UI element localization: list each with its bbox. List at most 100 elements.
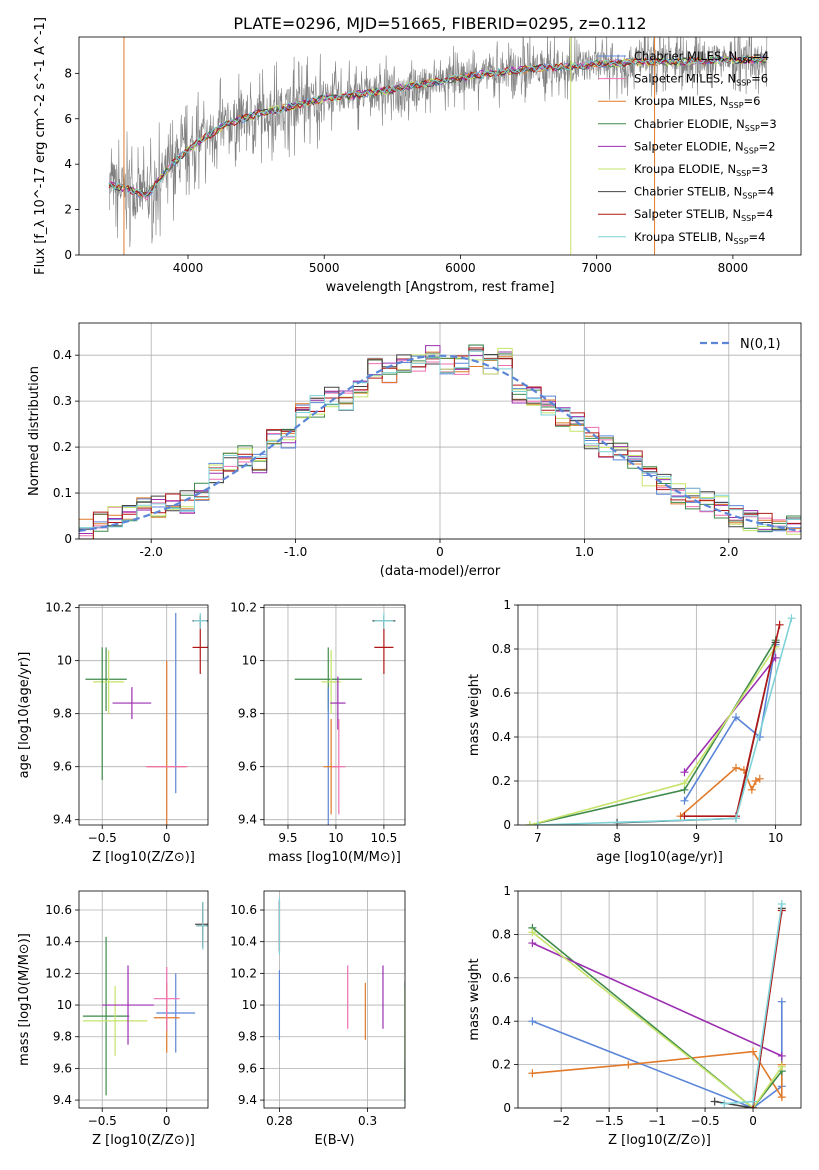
mass-vs-z-panel [75, 890, 209, 1112]
massweight-vs-z-plot-area [528, 900, 786, 1108]
y-tick-label: 0.2 [492, 774, 511, 788]
massweight-line [531, 927, 783, 1108]
massweight-marker [777, 1062, 786, 1071]
massweight-marker [787, 614, 796, 623]
y-tick-label: 9.4 [53, 813, 72, 827]
legend-subscript: SSP [745, 124, 760, 133]
age-vs-z-frame [78, 604, 209, 826]
normal-curve [79, 354, 801, 532]
age-vs-mass-frame [263, 604, 406, 826]
massweight-line [752, 910, 783, 1108]
y-tick-label: 10.2 [230, 966, 257, 980]
x-tick-label: 0.28 [266, 1114, 293, 1128]
y-tick-label: 0.2 [53, 440, 72, 454]
x-tick-label: −0.5 [690, 1114, 719, 1128]
y-tick-label: 4 [64, 157, 72, 171]
massweight-vs-z-frame [517, 890, 802, 1109]
massweight-marker [525, 821, 534, 825]
y-tick-label: 1 [503, 884, 511, 898]
x-tick-label: −0.5 [88, 1114, 117, 1128]
x-tick-label: 5000 [309, 261, 340, 275]
massweight-marker [731, 713, 740, 722]
mass-vs-ebv-plot-area [278, 897, 405, 1102]
legend-count: =6 [751, 72, 768, 86]
y-tick-label: 6 [64, 112, 72, 126]
age-vs-z-panel [75, 604, 209, 829]
x-tick-label: 10 [768, 831, 783, 845]
legend-count: =4 [749, 230, 766, 244]
x-axis-label: Z [log10(Z/Z⊙)] [92, 850, 195, 865]
y-tick-label: 10.2 [45, 966, 72, 980]
x-tick-label: 10.5 [371, 831, 398, 845]
y-tick-label: 10.4 [45, 935, 72, 949]
massweight-marker [680, 812, 689, 821]
x-axis-label: Z [log10(Z/Z⊙)] [608, 1133, 711, 1148]
x-tick-label: 8000 [718, 261, 749, 275]
massweight-marker [777, 997, 786, 1006]
x-tick-label: −1 [648, 1114, 666, 1128]
massweight-marker [710, 1097, 719, 1106]
massweight-marker [755, 774, 764, 783]
massweight-marker [749, 1047, 758, 1056]
legend-count: =4 [757, 185, 774, 199]
mass-vs-ebv-panel [260, 890, 406, 1112]
y-tick-label: 9.8 [53, 707, 72, 721]
y-tick-label: 0.8 [492, 642, 511, 656]
x-tick-label: 4000 [173, 261, 204, 275]
x-tick-label: 0 [163, 831, 171, 845]
age-vs-z-plot-area [85, 612, 208, 825]
x-tick-label: 2.0 [719, 545, 738, 559]
y-tick-label: 0 [64, 532, 72, 546]
massweight-marker [528, 928, 537, 937]
mass-vs-ebv-frame [263, 890, 406, 1109]
x-axis-label: Z [log10(Z/Z⊙)] [92, 1133, 195, 1148]
legend-label: Chabrier ELODIE, NSSP=3 [634, 117, 777, 133]
legend-subscript: SSP [742, 192, 757, 201]
massweight-vs-age-panel [514, 604, 802, 829]
legend-subscript: SSP [736, 79, 751, 88]
x-axis-label: age [log10(age/yr)] [596, 850, 723, 865]
massweight-marker [720, 1099, 729, 1108]
x-tick-label: −0.5 [88, 831, 117, 845]
legend-subscript: SSP [741, 214, 756, 223]
massweight-marker [777, 1051, 786, 1060]
legend-count: =3 [760, 117, 777, 131]
legend-label: Chabrier MILES, NSSP=4 [634, 49, 769, 65]
y-tick-label: 9.6 [238, 1061, 257, 1075]
massweight-marker [680, 779, 689, 788]
legend-count: =4 [752, 49, 769, 63]
x-tick-label: 1.0 [575, 545, 594, 559]
model-line [108, 55, 766, 198]
y-tick-label: 10 [242, 654, 257, 668]
x-tick-label: 9 [693, 831, 701, 845]
residuals-panel [75, 322, 802, 543]
x-tick-label: −1.5 [595, 1114, 624, 1128]
y-tick-label: 9.4 [238, 813, 257, 827]
legend-label: Kroupa MILES, NSSP=6 [634, 94, 760, 110]
y-axis-label: mass weight [467, 674, 482, 756]
x-axis-label: E(B-V) [314, 1133, 354, 1148]
legend-count: =4 [756, 207, 773, 221]
y-tick-label: 2 [64, 203, 72, 217]
x-tick-label: 6000 [445, 261, 476, 275]
y-tick-label: 0 [64, 248, 72, 262]
x-tick-label: 0 [749, 1114, 757, 1128]
y-tick-label: 0.4 [53, 348, 72, 362]
x-tick-label: 8 [613, 831, 621, 845]
y-tick-label: 9.4 [238, 1093, 257, 1107]
y-tick-label: 10 [57, 654, 72, 668]
massweight-vs-age-plot-area [525, 614, 796, 825]
x-tick-label: 0 [163, 1114, 171, 1128]
legend-count: =2 [759, 139, 776, 153]
x-tick-label: 10 [328, 831, 343, 845]
x-tick-label: -2.0 [139, 545, 162, 559]
y-tick-label: 0.4 [492, 730, 511, 744]
y-tick-label: 10.2 [230, 601, 257, 615]
y-tick-label: 0 [503, 1101, 511, 1115]
massweight-marker [533, 821, 542, 825]
x-axis-label: wavelength [Angstrom, rest frame] [326, 280, 555, 295]
spectrum-panel: Chabrier MILES, NSSP=4 Salpeter MILES, NS… [75, 36, 802, 259]
legend-subscript: SSP [734, 237, 749, 246]
legend-subscript: SSP [736, 169, 751, 178]
